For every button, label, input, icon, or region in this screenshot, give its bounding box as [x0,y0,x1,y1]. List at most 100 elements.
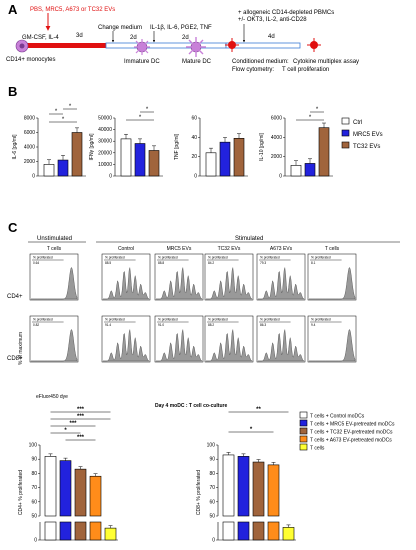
panel-label-b: B [8,84,17,99]
gate-value: 88.5 [105,261,111,265]
bar-lower-4 [282,527,295,541]
gate-value: 9.4 [311,323,316,327]
legend-swatch-1 [299,419,308,427]
coculture-end-icon [307,38,321,52]
y-tick-label: 10000 [98,162,112,168]
histogram-trace [309,329,356,362]
unstimulated-label: Unstimulated [37,236,72,242]
gate-label: % proliferated [260,318,280,322]
y-tick-label: 90 [209,457,215,463]
histogram-trace [31,267,78,300]
y-tick-label: 4000 [271,135,282,141]
y-tick-label: 6000 [24,130,35,136]
gate-value: 88.8 [158,261,164,265]
y-tick-label: 0 [279,174,282,180]
bar-tc32-evs [233,138,245,177]
column-label-4: A673 EVs [270,246,293,252]
significance-star: * [69,104,72,110]
y-tick-label: 4000 [24,145,35,151]
histogram-trace [156,267,203,300]
bar-ctrl [120,138,132,177]
bar-upper-1 [237,456,250,517]
y-tick-label: 40 [191,135,197,141]
row-label-cd8: CD8+ [7,356,23,362]
y-tick-label: 60 [191,116,197,122]
y-tick-label: 30000 [98,139,112,145]
bar-ctrl [205,152,217,177]
flow-histogram-grid: T cells Control MRC5 EVs TC32 EVs A673 EVs T … [29,246,357,363]
y-tick-label: 100 [29,443,38,449]
mature-dc-icon [186,37,206,57]
y-axis-label: IL-10 [pg/ml] [259,132,265,160]
x-axis-label-dye: eFluor450 dye [36,394,68,400]
y-tick-label: 80 [31,471,37,477]
change-medium-label: Change medium [98,25,142,31]
significance-label: *** [77,407,85,413]
bar-lower-3 [89,521,102,541]
histogram-trace [206,329,253,362]
y-tick-label: 0 [32,174,35,180]
column-label-2: MRC5 EVs [167,246,192,252]
timeline-segment-2d [105,42,227,49]
bar-upper-2 [252,461,265,517]
column-label-3: TC32 EVs [218,246,241,252]
significance-star: * [309,115,312,121]
y-tick-label: 0 [212,538,215,544]
bar-lower-3 [267,521,280,541]
cytokine-legend: Ctrl MRC5 EVs TC32 EVs [341,117,383,150]
panel-label-a: A [8,2,18,17]
gate-value: 91.0 [158,323,164,327]
bar-ctrl [290,165,302,177]
significance-label: *** [77,435,85,441]
bar-lower-1 [237,521,250,541]
bar-upper-1 [59,460,72,517]
legend-swatch-ctrl [341,117,350,125]
bar-lower-2 [74,521,87,541]
day-3-label: 3d [76,33,83,39]
y-tick-label: 70 [31,485,37,491]
gate-label: % proliferated [311,318,331,322]
y-tick-label: 50 [209,514,215,520]
legend-label-tc32: TC32 EVs [353,144,380,150]
y-tick-label: 80 [209,471,215,477]
legend-label-mrc5: MRC5 EVs [353,132,383,138]
gate-label: % proliferated [33,256,53,260]
bar-lower-4 [104,527,117,541]
bar-lower-0 [44,521,57,541]
y-axis-label: CD4+ % proliferated [18,470,24,515]
histogram-trace [258,329,305,362]
bar-lower-1 [59,521,72,541]
significance-star: * [62,117,65,123]
y-axis-label: IFNγ [pg/ml] [89,133,95,161]
day-2a-label: 2d [130,35,137,41]
histogram-trace [309,267,356,300]
histogram-trace [103,329,150,362]
column-label-0: T cells [47,246,62,252]
bar-lower-2 [252,521,265,541]
y-tick-label: 2000 [24,159,35,165]
y-tick-label: 50 [31,514,37,520]
significance-label: *** [69,421,77,427]
bar-mrc5-evs [57,159,69,177]
legend-swatch-0 [299,411,308,419]
coculture-start-icon [225,38,239,52]
significance-star: * [146,107,149,113]
bar-tc32-evs [148,150,160,177]
legend-swatch-tc32 [341,141,350,149]
bar-upper-3 [89,475,102,517]
allo-pbmc-label: + allogeneic CD14-depleted PBMCs [238,10,334,16]
y-tick-label: 20000 [98,150,112,156]
y-tick-label: 0 [34,538,37,544]
legend-label-1: T cells + MRC5 EV-pretreated moDCs [310,422,395,428]
y-tick-label: 20 [191,154,197,160]
bar-mrc5-evs [304,163,316,177]
monocyte-nucleus-icon [19,43,25,49]
